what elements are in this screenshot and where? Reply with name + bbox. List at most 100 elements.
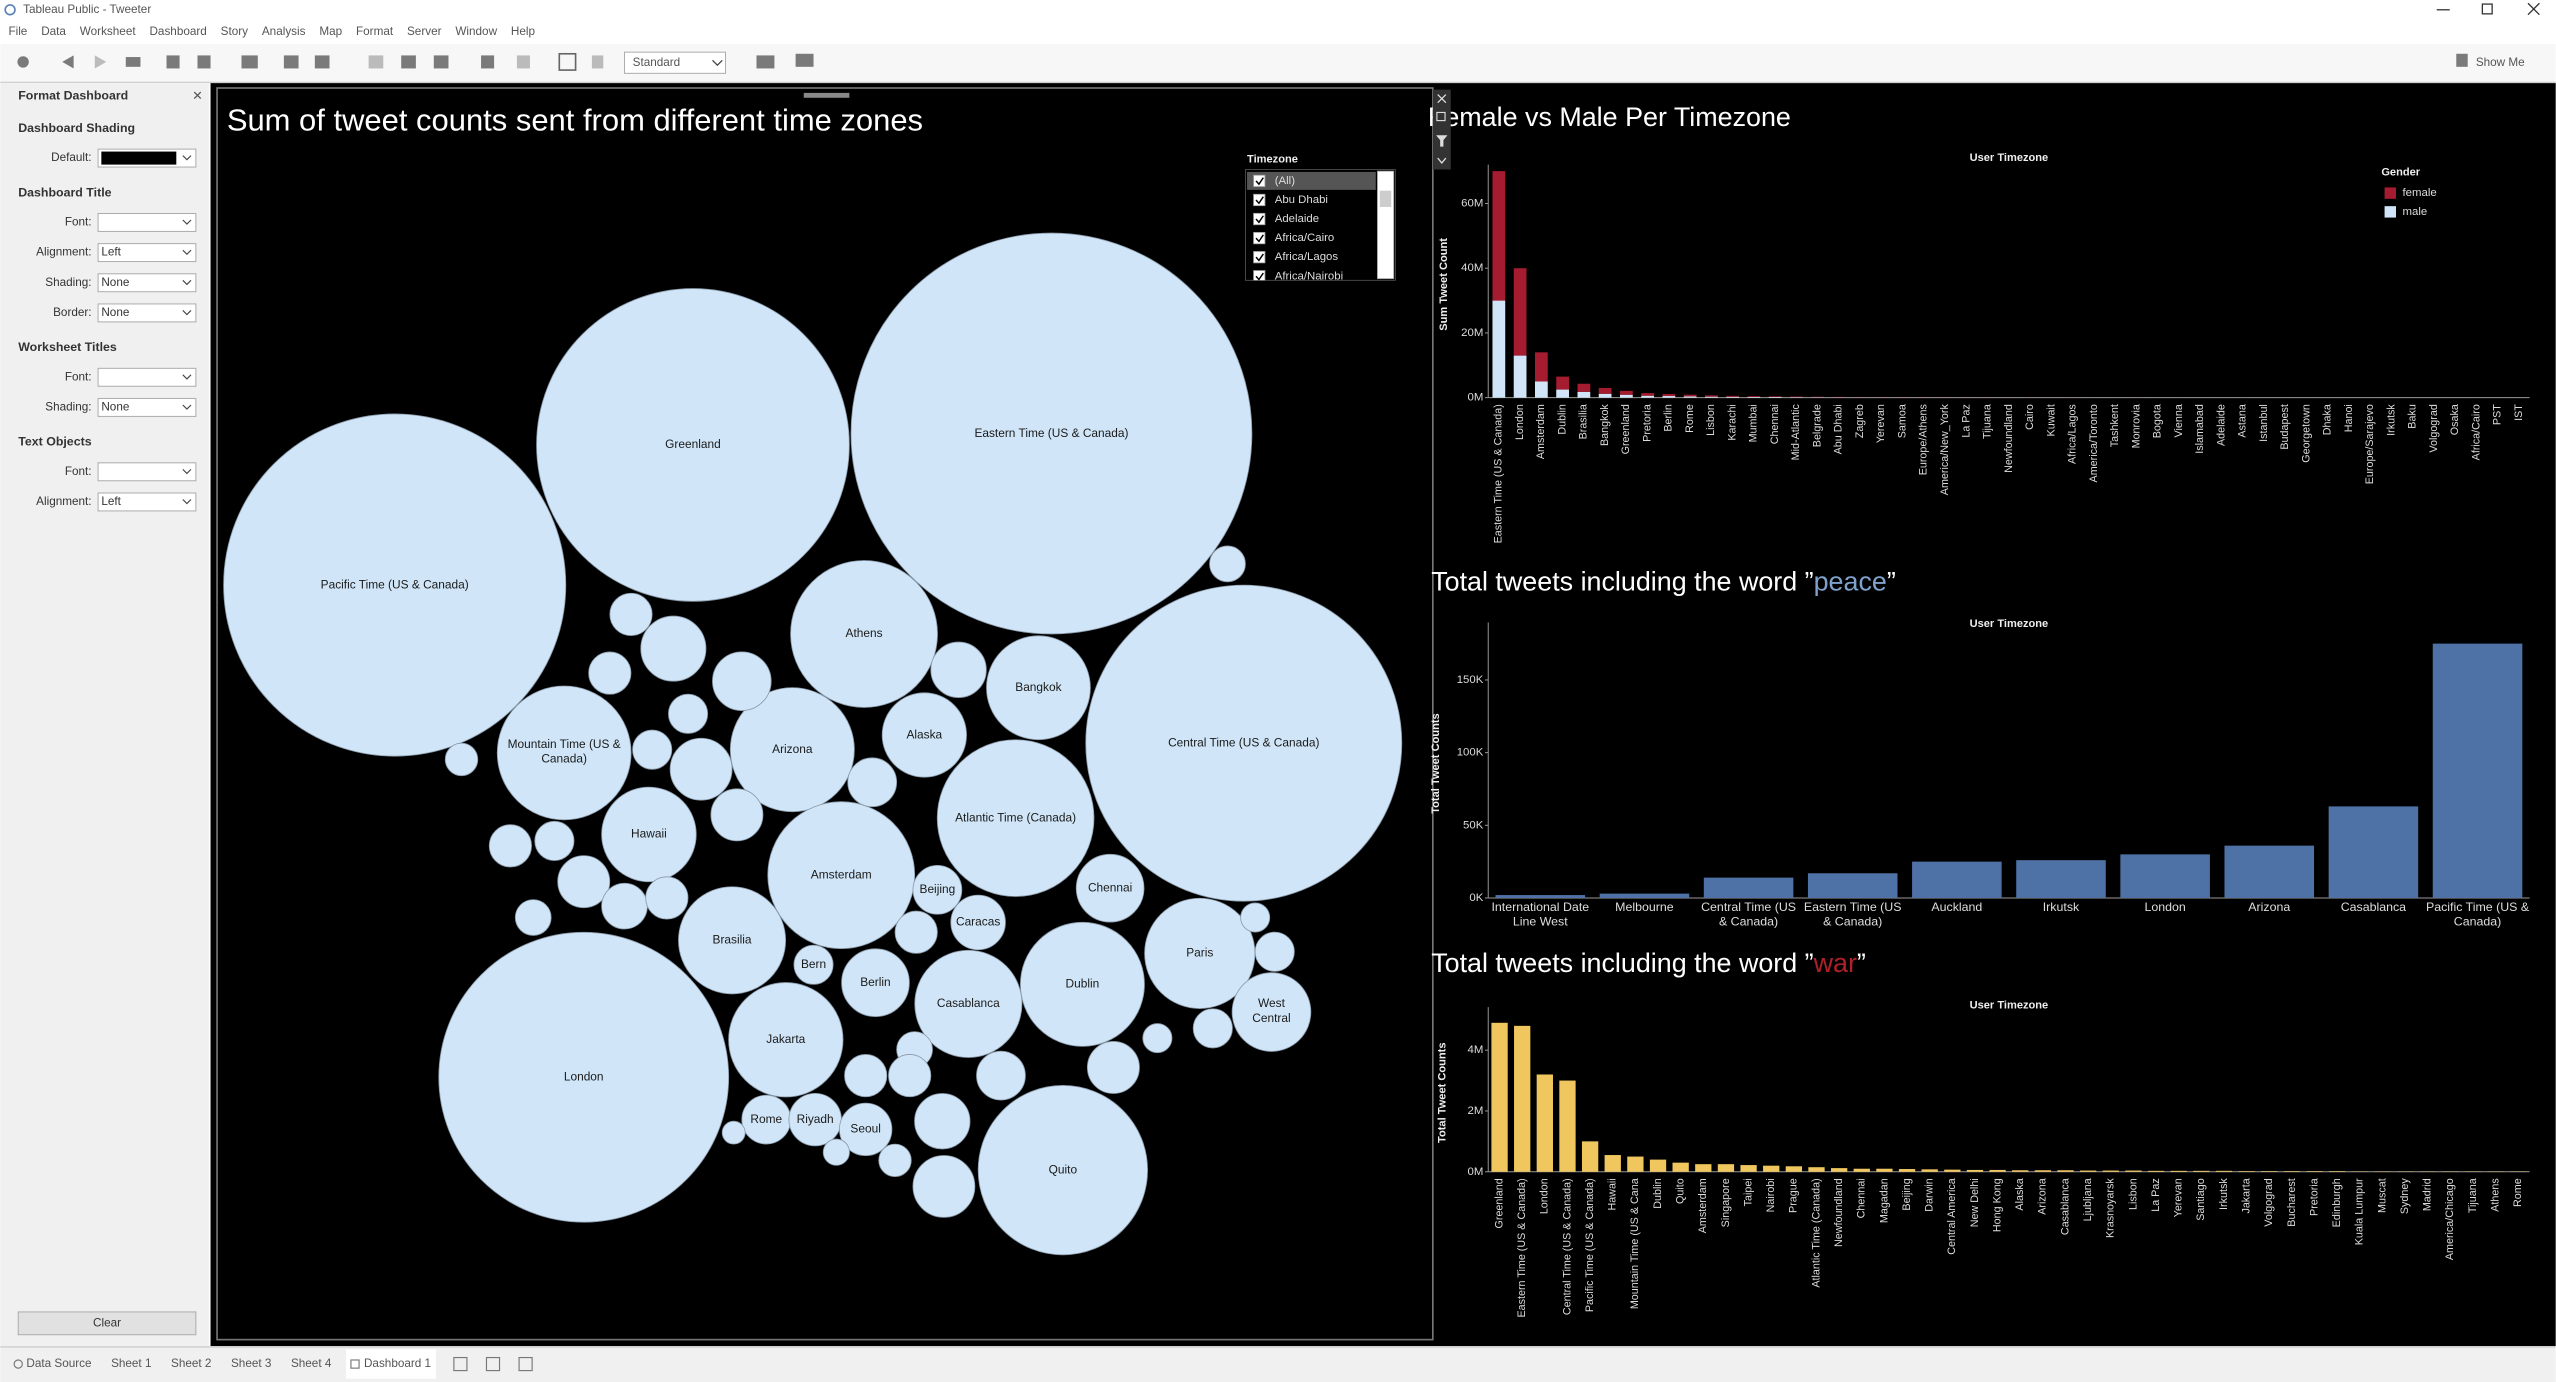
menu-item[interactable]: Format	[356, 25, 394, 38]
view-dropdown[interactable]	[623, 51, 727, 74]
bar-segment[interactable]	[1747, 396, 1761, 398]
bubble[interactable]	[914, 1093, 971, 1150]
bar[interactable]	[1695, 1164, 1712, 1172]
bar-segment[interactable]	[1726, 396, 1740, 398]
panel-close[interactable]	[193, 91, 202, 100]
bar[interactable]	[2283, 1171, 2301, 1172]
icon[interactable]	[241, 55, 258, 69]
tab-label[interactable]: Sheet 3	[231, 1357, 271, 1370]
filter-scrollbar[interactable]	[1377, 170, 1395, 280]
back-icon[interactable]	[62, 55, 74, 69]
bubble[interactable]	[930, 641, 987, 698]
bar-segment[interactable]	[1620, 390, 1633, 395]
checkbox[interactable]	[1253, 231, 1266, 245]
bubble[interactable]	[888, 1054, 932, 1098]
field-dropdown[interactable]	[97, 273, 197, 293]
bar-segment[interactable]	[1492, 300, 1506, 398]
bar-segment[interactable]	[1705, 395, 1718, 397]
bar-segment[interactable]	[1556, 389, 1569, 398]
bar-segment[interactable]	[1768, 397, 1782, 398]
bubble[interactable]	[1240, 902, 1271, 933]
bubble[interactable]	[841, 948, 910, 1018]
bubble[interactable]	[710, 788, 764, 842]
bar-segment[interactable]	[1790, 396, 1803, 398]
bar[interactable]	[2329, 1171, 2346, 1172]
field-dropdown[interactable]	[97, 213, 197, 232]
bar-segment[interactable]	[1705, 396, 1718, 398]
bubble[interactable]	[914, 949, 1023, 1058]
bubble[interactable]	[721, 1120, 746, 1145]
bar[interactable]	[1514, 1025, 1531, 1172]
clear-label[interactable]: Clear	[93, 1316, 121, 1329]
bar[interactable]	[2238, 1171, 2255, 1172]
bar-segment[interactable]	[1598, 387, 1612, 394]
field-dropdown[interactable]	[97, 303, 197, 323]
menu-item[interactable]: Data	[41, 25, 66, 38]
checkbox[interactable]	[1253, 212, 1266, 226]
bubble[interactable]	[894, 910, 938, 954]
bubble[interactable]	[1085, 584, 1403, 902]
bar-segment[interactable]	[1513, 268, 1527, 356]
bubble[interactable]	[601, 882, 648, 930]
bar[interactable]	[2120, 854, 2210, 898]
menu-item[interactable]: File	[8, 25, 27, 38]
bubble[interactable]	[1020, 921, 1145, 1047]
new-sheet-icon[interactable]	[485, 1356, 501, 1372]
bar[interactable]	[1989, 1169, 2006, 1172]
bubble[interactable]	[496, 685, 632, 821]
show-me[interactable]: Show Me	[2476, 56, 2525, 69]
tab-label[interactable]: Sheet 1	[111, 1357, 151, 1370]
bar[interactable]	[2193, 1170, 2210, 1172]
bubble[interactable]	[1142, 1023, 1173, 1054]
icon[interactable]	[558, 52, 577, 71]
bar[interactable]	[1807, 873, 1898, 898]
bar[interactable]	[1921, 1169, 1938, 1172]
bar[interactable]	[1495, 895, 1586, 898]
checkbox[interactable]	[1253, 270, 1266, 282]
field-dropdown[interactable]	[97, 397, 197, 417]
go-to-sheet[interactable]	[1436, 111, 1446, 122]
bar-segment[interactable]	[1768, 396, 1782, 398]
bubble[interactable]	[790, 560, 938, 708]
bubble[interactable]	[793, 944, 834, 985]
bar[interactable]	[2012, 1170, 2029, 1172]
menu-item[interactable]: Help	[511, 25, 536, 38]
bar-segment[interactable]	[1598, 393, 1612, 398]
bubble[interactable]	[1192, 1008, 1233, 1049]
bar[interactable]	[1491, 1022, 1508, 1172]
field-dropdown[interactable]	[97, 462, 197, 482]
bubble[interactable]	[767, 801, 916, 950]
bubble[interactable]	[438, 931, 730, 1223]
bubble[interactable]	[536, 288, 850, 602]
bar[interactable]	[2016, 860, 2106, 898]
filter-icon[interactable]	[1436, 135, 1448, 147]
icon[interactable]	[368, 55, 384, 69]
menu-item[interactable]: Map	[319, 25, 342, 38]
icon[interactable]	[197, 55, 211, 69]
bubble[interactable]	[912, 1155, 976, 1218]
bubble[interactable]	[822, 1138, 850, 1166]
bar[interactable]	[1853, 1168, 1870, 1172]
close[interactable]	[2527, 2, 2540, 16]
bar-segment[interactable]	[1747, 397, 1761, 398]
bubble[interactable]	[678, 886, 787, 995]
bar-segment[interactable]	[1620, 394, 1633, 398]
bubble[interactable]	[729, 687, 855, 813]
field-dropdown[interactable]	[97, 367, 197, 387]
legend-label[interactable]: male	[2403, 206, 2428, 218]
bubble[interactable]	[986, 635, 1091, 741]
icon[interactable]	[283, 55, 299, 69]
bar-segment[interactable]	[1662, 396, 1676, 398]
bar-segment[interactable]	[1641, 393, 1655, 396]
bubble[interactable]	[977, 1085, 1148, 1256]
menu-item[interactable]: Server	[407, 25, 442, 38]
bubble[interactable]	[534, 820, 575, 861]
bubble[interactable]	[557, 855, 611, 909]
show-me-icon[interactable]	[2456, 53, 2468, 67]
bar[interactable]	[1559, 1080, 1576, 1172]
bar-segment[interactable]	[1513, 355, 1527, 398]
bar[interactable]	[2057, 1170, 2074, 1172]
tab-label[interactable]: Sheet 2	[171, 1357, 211, 1370]
bar[interactable]	[1898, 1169, 1916, 1172]
bubble[interactable]	[878, 1143, 912, 1178]
